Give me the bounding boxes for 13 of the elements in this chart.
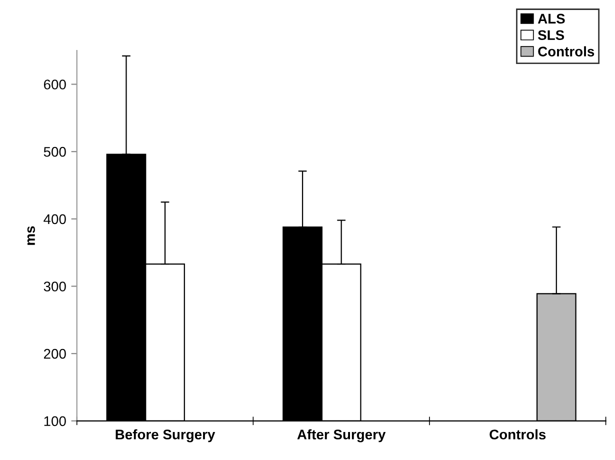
legend-label: Controls bbox=[538, 46, 594, 56]
y-tick-label: 500 bbox=[44, 146, 66, 157]
y-tick-label: 400 bbox=[44, 214, 66, 224]
y-axis-title: ms bbox=[27, 226, 35, 245]
x-tick-label: Controls bbox=[490, 429, 546, 440]
y-tick-label: 100 bbox=[44, 416, 66, 426]
y-tick-label: 300 bbox=[44, 282, 66, 292]
x-tick-label: Before Surgery bbox=[116, 429, 216, 442]
x-tick-label: After Surgery bbox=[297, 429, 386, 442]
y-tick-label: 200 bbox=[44, 348, 66, 359]
legend-label: ALS bbox=[538, 14, 565, 24]
y-tick-label: 600 bbox=[44, 80, 66, 90]
legend-label: SLS bbox=[538, 30, 564, 40]
